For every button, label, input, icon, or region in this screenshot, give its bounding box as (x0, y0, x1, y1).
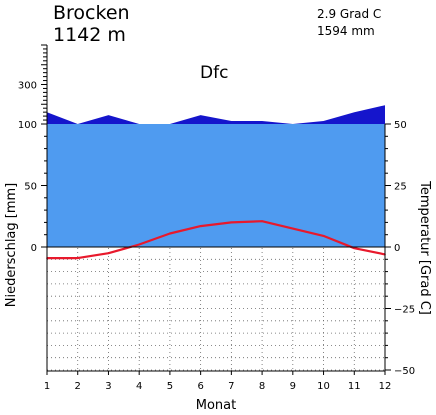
precipitation-series (47, 105, 385, 247)
temperature-point (292, 227, 294, 230)
temperature-line (47, 220, 386, 260)
x-tick-label: 1 (44, 381, 50, 392)
y-axis-right-label: Temperatur [Grad C] (417, 180, 432, 315)
temperature-point (230, 221, 233, 224)
temperature-point (107, 252, 110, 254)
y-axis-left-label: Niederschlag [mm] (4, 183, 19, 308)
right-tick-label: 50 (394, 120, 407, 131)
x-tick-label: 4 (136, 381, 142, 392)
temperature-point (322, 235, 325, 237)
x-axis-label: Monat (196, 398, 236, 413)
precipitation-excess-area (47, 105, 385, 124)
station-name: Brocken (53, 2, 130, 24)
x-tick-label: 12 (379, 381, 392, 392)
x-tick-label: 7 (228, 381, 234, 392)
precipitation-area (47, 124, 385, 247)
temperature-point (76, 257, 79, 259)
right-tick-label: −50 (394, 366, 415, 377)
temperature-point (138, 243, 140, 246)
right-tick-label: 25 (394, 182, 407, 193)
annual-precipitation: 1594 mm (317, 24, 375, 38)
x-tick-label: 8 (259, 381, 265, 392)
x-tick-label: 3 (105, 381, 111, 392)
x-tick-label: 10 (317, 381, 330, 392)
x-tick-label: 11 (348, 381, 361, 392)
mean-temperature: 2.9 Grad C (317, 7, 381, 21)
temperature-point (261, 220, 263, 222)
x-tick-label: 6 (197, 381, 203, 392)
axes (41, 44, 391, 375)
right-tick-label: −25 (394, 305, 415, 316)
climate-classification: Dfc (200, 63, 228, 83)
temperature-point (199, 225, 202, 227)
station-elevation: 1142 m (53, 24, 126, 46)
left-tick-label: 100 (18, 120, 37, 131)
left-tick-label: 50 (24, 182, 37, 193)
x-tick-label: 5 (167, 381, 173, 392)
x-tick-label: 2 (75, 381, 81, 392)
left-tick-label: 300 (18, 81, 37, 92)
left-tick-label: 0 (31, 243, 37, 254)
temperature-point (353, 247, 356, 250)
right-tick-label: 0 (394, 243, 400, 254)
x-tick-label: 9 (290, 381, 296, 392)
temperature-point (169, 232, 171, 235)
